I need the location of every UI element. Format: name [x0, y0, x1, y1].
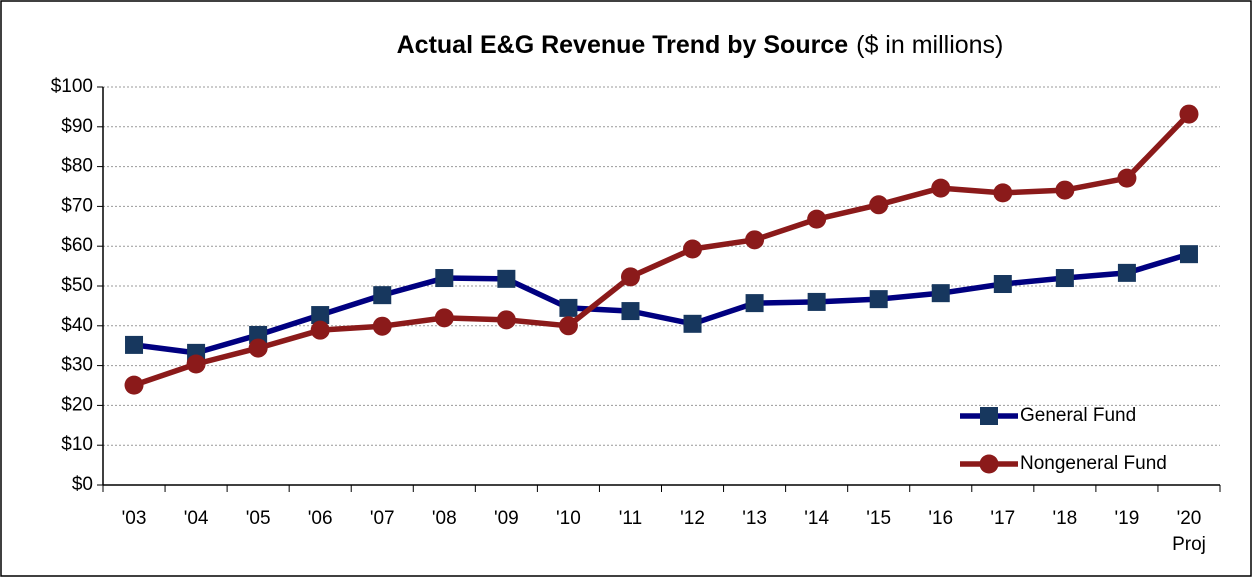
data-point: [683, 314, 702, 333]
data-point: [683, 239, 703, 259]
data-point: [372, 316, 392, 336]
x-tick-label: '18: [1052, 508, 1077, 529]
data-point: [869, 290, 888, 309]
y-tick-label: $80: [61, 156, 93, 177]
data-point: [248, 338, 268, 358]
data-point: [249, 325, 268, 344]
x-tick-label: '11: [619, 508, 642, 529]
data-point: [435, 269, 454, 288]
data-point: [310, 320, 330, 340]
x-tick-label: '07: [370, 508, 395, 529]
data-point: [931, 284, 950, 303]
x-tick-label: '12: [680, 508, 705, 529]
y-tick-label: $30: [61, 355, 93, 376]
data-point: [807, 209, 827, 229]
legend-marker: [979, 454, 999, 474]
y-tick-label: $50: [61, 275, 93, 296]
data-point: [993, 275, 1012, 294]
y-tick-label: $0: [72, 474, 93, 495]
x-tick-label: '20: [1177, 508, 1202, 529]
x-tick-label: '08: [432, 508, 457, 529]
data-point: [434, 308, 454, 328]
x-tick-label: '05: [246, 508, 271, 529]
data-point: [558, 316, 578, 336]
y-tick-label: $10: [61, 434, 93, 455]
data-point: [621, 302, 640, 321]
data-point: [124, 375, 144, 395]
data-point: [620, 267, 640, 287]
legend-label: Nongeneral Fund: [1020, 453, 1167, 474]
data-point: [1179, 104, 1199, 124]
series-line: [133, 112, 1191, 388]
data-point: [496, 310, 516, 330]
y-tick-label: $20: [61, 394, 93, 415]
series-line: [133, 251, 1190, 356]
y-tick-label: $90: [61, 116, 93, 137]
data-point: [125, 335, 144, 354]
data-point: [1117, 263, 1136, 282]
y-tick-label: $70: [61, 195, 93, 216]
x-tick-label: '10: [556, 508, 581, 529]
x-tick-label: '13: [742, 508, 767, 529]
x-tick-label: '15: [866, 508, 891, 529]
data-point: [745, 230, 765, 250]
data-point: [1179, 245, 1198, 264]
data-point: [373, 286, 392, 305]
data-point: [869, 195, 889, 215]
data-point: [745, 294, 764, 313]
data-point: [1055, 269, 1074, 288]
y-tick-label: $40: [61, 315, 93, 336]
data-point: [1055, 180, 1075, 200]
x-tick-label: '16: [928, 508, 953, 529]
x-tick-label: '09: [494, 508, 519, 529]
y-tick-label: $100: [51, 76, 93, 97]
y-tick-label: $60: [61, 235, 93, 256]
data-point: [497, 269, 516, 288]
chart-title-group: Actual E&G Revenue Trend by Source ($ in …: [397, 31, 1004, 59]
data-point: [559, 298, 578, 317]
legend-label: General Fund: [1020, 405, 1136, 426]
data-point: [807, 292, 826, 311]
data-point: [186, 354, 206, 374]
annotation: Proj: [1172, 534, 1206, 555]
data-point: [311, 306, 330, 325]
x-tick-label: '17: [990, 508, 1015, 529]
data-point: [1117, 168, 1137, 188]
x-tick-label: '19: [1115, 508, 1140, 529]
data-point: [993, 183, 1013, 203]
x-tick-label: '14: [804, 508, 829, 529]
x-tick-label: '03: [122, 508, 147, 529]
x-tick-label: '06: [308, 508, 333, 529]
data-point: [931, 178, 951, 198]
chart-subtitle: ($ in millions): [856, 31, 1003, 59]
legend-marker: [980, 407, 998, 425]
chart-title: Actual E&G Revenue Trend by Source: [397, 31, 849, 59]
x-tick-label: '04: [184, 508, 209, 529]
